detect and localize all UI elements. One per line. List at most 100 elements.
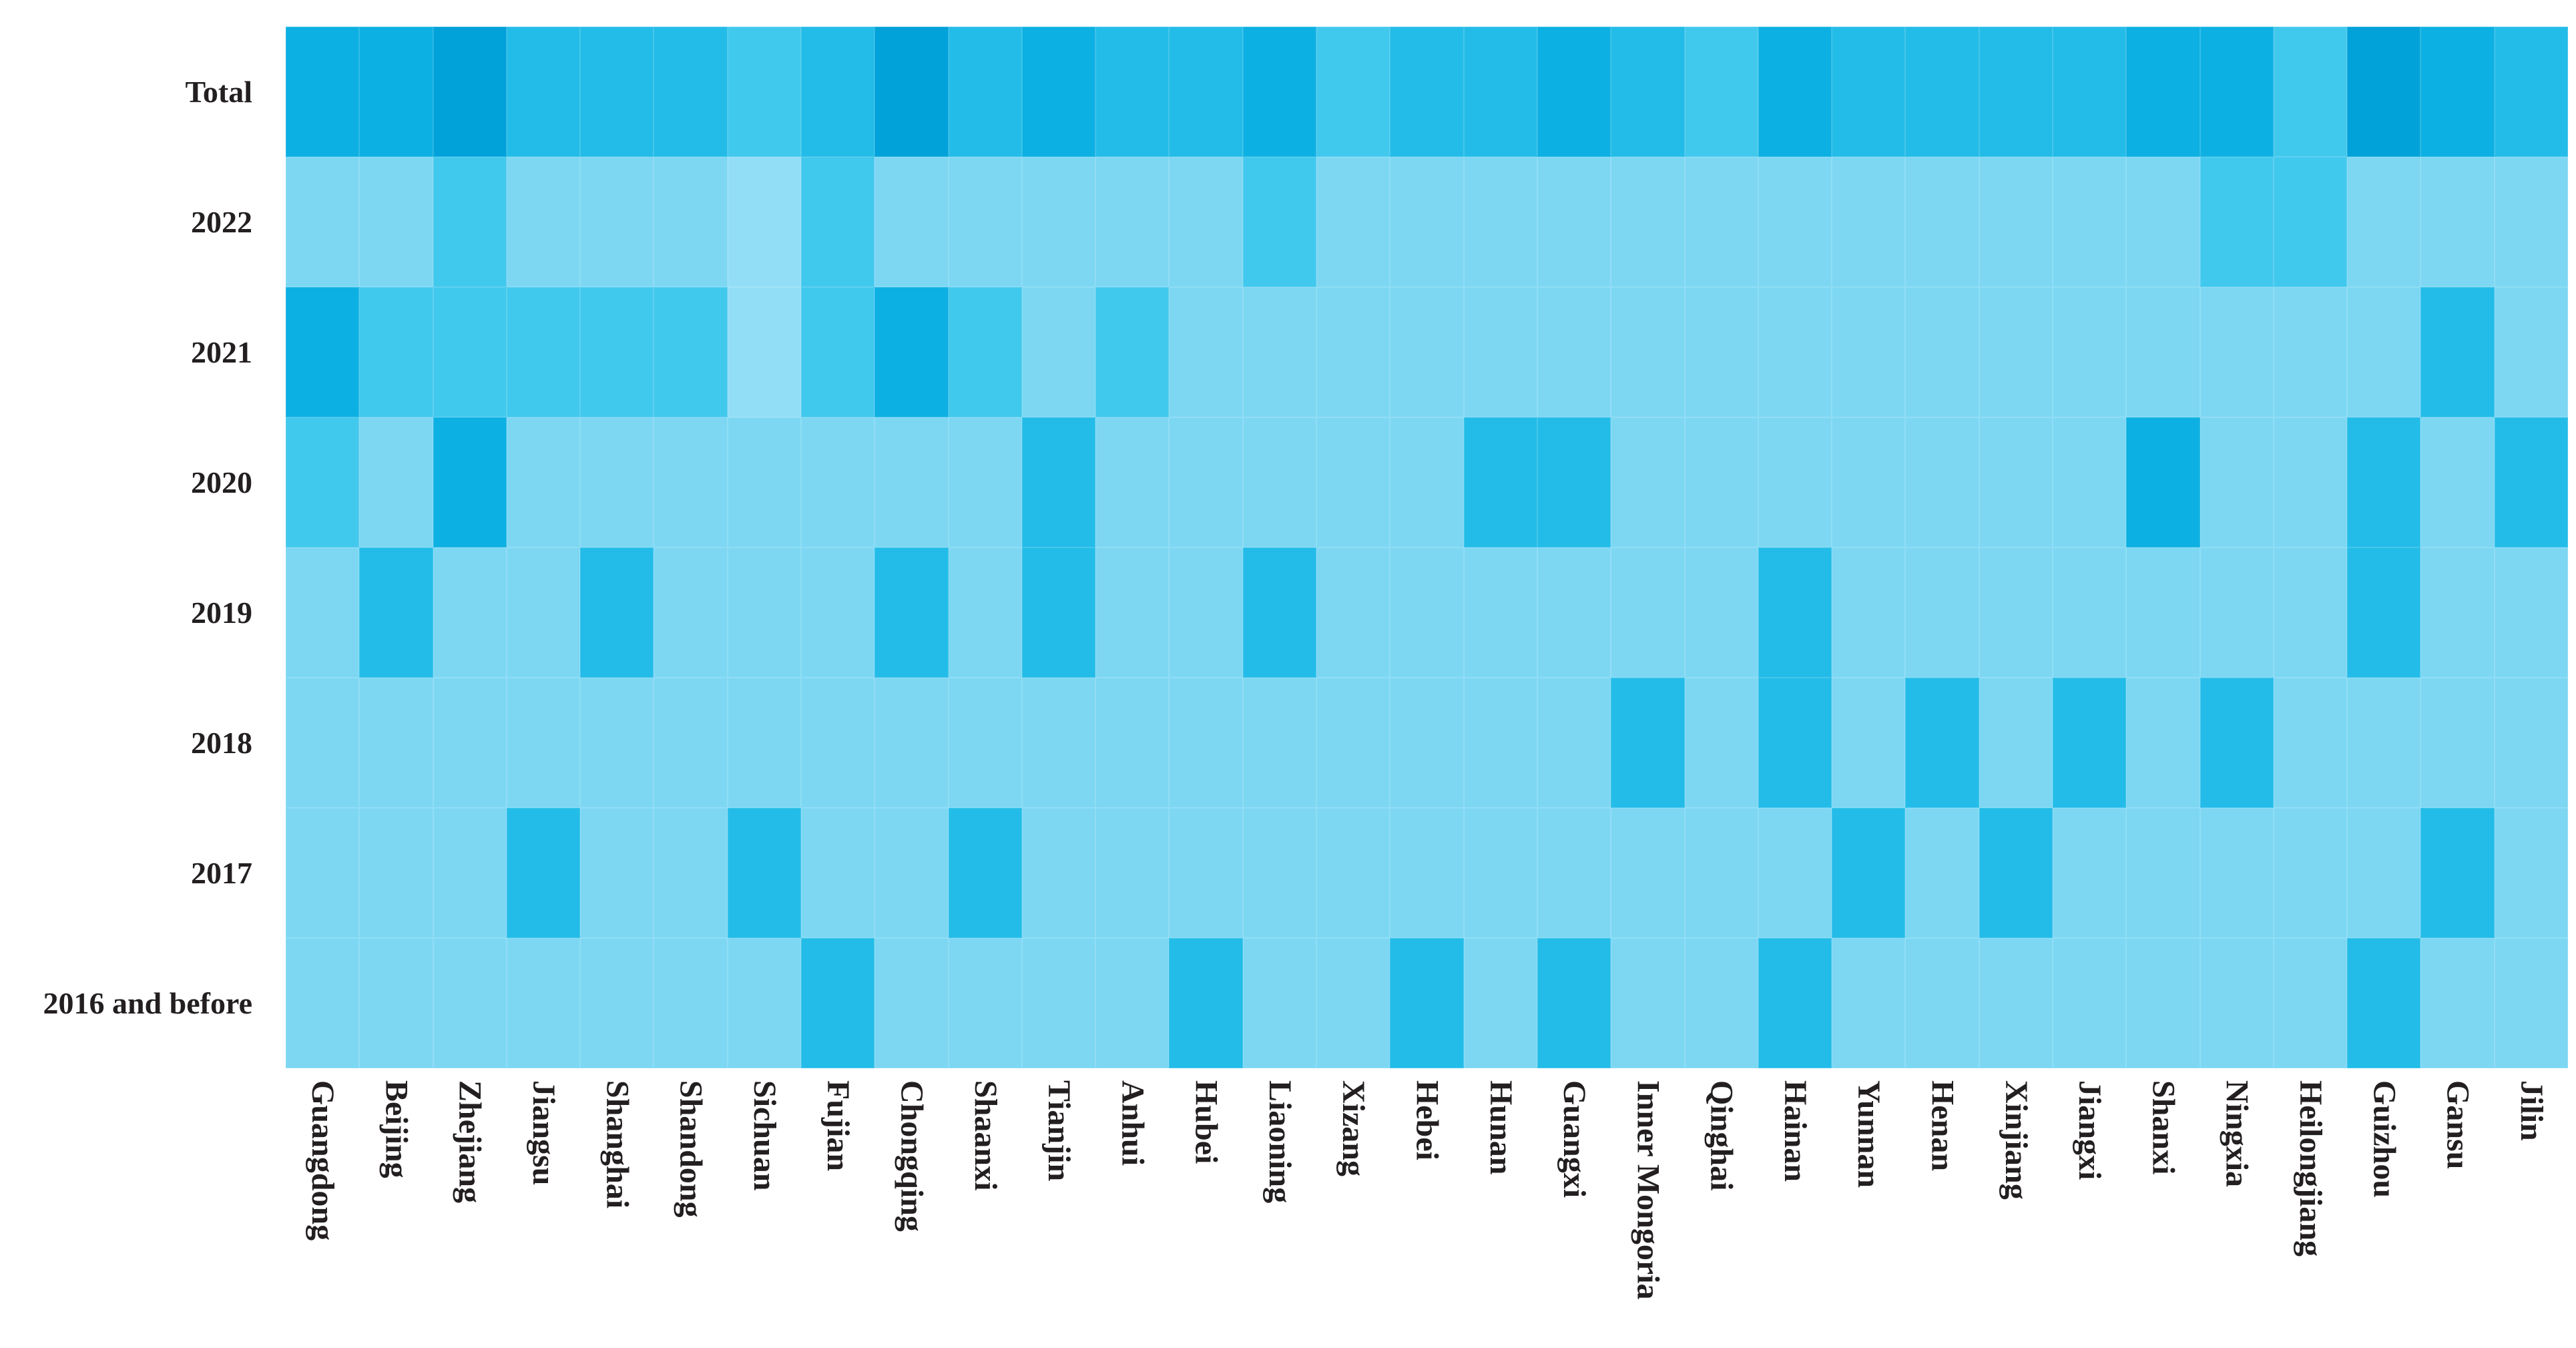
heatmap-cell [2126, 547, 2200, 678]
heatmap-cell [433, 27, 507, 157]
heatmap-cell [2420, 808, 2495, 938]
heatmap-cell [2273, 678, 2348, 808]
heatmap-cell [2420, 547, 2495, 678]
heatmap-cell [433, 157, 507, 287]
heatmap-cell [1390, 27, 1464, 157]
heatmap-cell [948, 287, 1022, 417]
heatmap-cell [286, 678, 360, 808]
heatmap-cell [1463, 27, 1537, 157]
heatmap-cell [1095, 287, 1170, 417]
heatmap-cell [506, 287, 581, 417]
x-axis-label: Gansu [2440, 1080, 2476, 1170]
heatmap-cell [2200, 678, 2274, 808]
heatmap-cell [580, 678, 654, 808]
heatmap-cell [1832, 417, 1906, 547]
heatmap-cell [654, 157, 728, 287]
heatmap-cell [1316, 157, 1390, 287]
heatmap-cell [1832, 678, 1906, 808]
heatmap-cell [580, 157, 654, 287]
x-axis-label: Guangxi [1557, 1080, 1593, 1198]
heatmap-cell [359, 808, 433, 938]
heatmap-cell [874, 27, 949, 157]
heatmap-cell [286, 808, 360, 938]
x-axis-labels: Guangdong Beijing Zhejiang Jiangsu Shanghai S… [0, 1080, 2576, 1347]
heatmap-cell [801, 808, 875, 938]
heatmap-cell [1316, 678, 1390, 808]
heatmap-cell [1390, 157, 1464, 287]
heatmap-cell [506, 938, 581, 1068]
heatmap-cell [506, 417, 581, 547]
heatmap-cell [2420, 287, 2495, 417]
heatmap-cell [1979, 287, 2053, 417]
heatmap-cell [2494, 938, 2568, 1068]
heatmap-cell [580, 547, 654, 678]
heatmap-cell [727, 157, 802, 287]
heatmap-cell [1979, 938, 2053, 1068]
heatmap-cell [1169, 27, 1243, 157]
heatmap-cell [1758, 287, 1832, 417]
heatmap-cell [1832, 287, 1906, 417]
heatmap-cell [2126, 157, 2200, 287]
heatmap-cell [1463, 417, 1537, 547]
heatmap-cell [1021, 417, 1096, 547]
heatmap-cell [1463, 808, 1537, 938]
heatmap-cell [1242, 547, 1317, 678]
heatmap-cell [2200, 547, 2274, 678]
heatmap-cell [1979, 27, 2053, 157]
heatmap-cell [2052, 678, 2127, 808]
x-axis-label: Jiangsu [526, 1080, 562, 1186]
heatmap-cell [1684, 287, 1758, 417]
heatmap-cell [2126, 287, 2200, 417]
x-axis-label: Liaoning [1262, 1080, 1298, 1204]
heatmap-grid [286, 27, 2568, 1068]
heatmap-cell [1832, 27, 1906, 157]
heatmap-cell [1169, 287, 1243, 417]
heatmap-cell [727, 417, 802, 547]
heatmap-cell [433, 547, 507, 678]
heatmap-cell [1463, 287, 1537, 417]
heatmap-cell [1758, 678, 1832, 808]
heatmap-cell [580, 417, 654, 547]
heatmap-cell [727, 287, 802, 417]
heatmap-cell [1905, 157, 1979, 287]
heatmap-cell [2420, 417, 2495, 547]
heatmap-cell [2494, 808, 2568, 938]
heatmap-cell [2052, 287, 2127, 417]
heatmap-cell [2273, 157, 2348, 287]
heatmap-cell [2052, 808, 2127, 938]
heatmap-cell [1537, 287, 1611, 417]
y-axis-label: 2016 and before [43, 985, 253, 1020]
y-axis-label: 2021 [191, 334, 252, 369]
heatmap-cell [1169, 808, 1243, 938]
heatmap-cell [874, 417, 949, 547]
x-axis-label: Sichuan [746, 1080, 782, 1191]
heatmap-cell [433, 678, 507, 808]
heatmap-cell [2273, 808, 2348, 938]
heatmap-cell [1905, 938, 1979, 1068]
x-axis-label: Hebei [1409, 1080, 1445, 1160]
heatmap-cell [2347, 808, 2421, 938]
heatmap-cell [1021, 808, 1096, 938]
heatmap-cell [1537, 417, 1611, 547]
heatmap-cell [801, 417, 875, 547]
heatmap-cell [1242, 157, 1317, 287]
heatmap-cell [2494, 287, 2568, 417]
heatmap-cell [2052, 417, 2127, 547]
heatmap-cell [654, 27, 728, 157]
heatmap-cell [1021, 547, 1096, 678]
heatmap-cell [1758, 27, 1832, 157]
heatmap-cell [948, 808, 1022, 938]
heatmap-cell [1905, 27, 1979, 157]
heatmap-cell [1979, 547, 2053, 678]
heatmap-cell [1905, 287, 1979, 417]
heatmap-cell [1021, 938, 1096, 1068]
heatmap-cell [1242, 678, 1317, 808]
heatmap-cell [1242, 27, 1317, 157]
heatmap-cell [654, 417, 728, 547]
y-axis-label: 2017 [191, 855, 252, 890]
y-axis-label: 2018 [191, 725, 252, 760]
heatmap-cell [874, 547, 949, 678]
heatmap-cell [1832, 547, 1906, 678]
heatmap-cell [948, 417, 1022, 547]
x-axis-label: Anhui [1115, 1080, 1151, 1166]
